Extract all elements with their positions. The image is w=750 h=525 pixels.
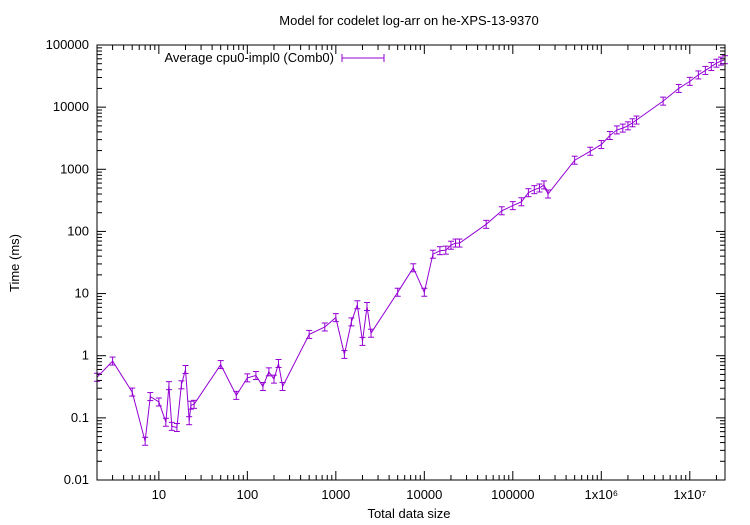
series-line — [96, 59, 726, 442]
data-point — [173, 422, 180, 432]
y-tick-label: 10 — [75, 286, 89, 301]
data-point — [613, 125, 620, 135]
data-point — [629, 118, 636, 128]
data-point — [571, 155, 578, 165]
y-tick-label: 100000 — [46, 37, 89, 52]
y-tick-label: 0.1 — [71, 410, 89, 425]
data-point — [518, 197, 525, 207]
axis-ticks: 0.01 0.1 1 10 100 1000 10000 100000 10 100 1000 100… — [46, 37, 725, 502]
x-axis-label: Total data size — [367, 506, 450, 521]
plot-frame — [96, 44, 726, 481]
x-tick-label: 10000 — [406, 487, 442, 502]
data-point — [708, 62, 715, 72]
data-point — [456, 238, 463, 248]
data-point — [525, 188, 532, 198]
data-point — [275, 358, 282, 368]
data-point — [182, 365, 189, 375]
data-point — [147, 392, 154, 402]
data-point — [109, 356, 116, 366]
data-point — [359, 336, 366, 346]
data-point — [233, 390, 240, 400]
plot-area — [94, 55, 728, 446]
data-point — [436, 246, 443, 256]
y-tick-label: 1000 — [60, 161, 89, 176]
x-tick-label: 1x10⁶ — [585, 487, 619, 502]
x-tick-label: 100 — [236, 487, 258, 502]
data-point — [483, 219, 490, 229]
data-point — [270, 374, 277, 384]
data-point — [363, 301, 370, 311]
data-point — [624, 121, 631, 131]
data-point — [348, 317, 355, 327]
data-point — [410, 263, 417, 273]
legend-label: Average cpu0-impl0 (Comb0) — [164, 50, 334, 65]
data-point — [186, 416, 193, 426]
data-point — [686, 76, 693, 86]
data-point — [429, 249, 436, 259]
data-point — [695, 70, 702, 80]
data-point — [587, 146, 594, 156]
data-point — [279, 381, 286, 391]
y-tick-label: 0.01 — [64, 472, 89, 487]
data-point — [354, 300, 361, 310]
x-tick-label: 10 — [152, 487, 166, 502]
data-point — [252, 371, 259, 381]
data-point — [129, 387, 136, 397]
data-point — [713, 58, 720, 68]
data-point — [531, 185, 538, 195]
chart-title: Model for codelet log-arr on he-XPS-13-9… — [279, 13, 538, 28]
data-point — [187, 400, 194, 410]
data-point — [306, 329, 313, 339]
data-point — [545, 189, 552, 199]
y-tick-label: 1 — [82, 348, 89, 363]
data-point — [540, 180, 547, 190]
data-point — [660, 96, 667, 106]
data-point — [368, 328, 375, 338]
data-point — [155, 397, 162, 407]
data-point — [598, 140, 605, 150]
data-point — [191, 399, 198, 409]
x-tick-label: 1000 — [321, 487, 350, 502]
y-tick-label: 10000 — [53, 99, 89, 114]
data-point — [321, 322, 328, 332]
data-point — [633, 115, 640, 125]
data-point — [341, 349, 348, 359]
data-point — [168, 421, 175, 431]
data-point — [619, 123, 626, 133]
data-point — [265, 367, 272, 377]
data-point — [142, 436, 149, 446]
legend: Average cpu0-impl0 (Comb0) — [164, 50, 385, 65]
data-point — [717, 56, 724, 66]
data-point — [244, 373, 251, 383]
x-tick-label: 100000 — [491, 487, 534, 502]
data-point — [536, 183, 543, 193]
data-point — [332, 313, 339, 323]
data-point — [498, 206, 505, 216]
data-point — [162, 417, 169, 427]
y-tick-label: 100 — [67, 223, 89, 238]
data-point — [509, 201, 516, 211]
data-point — [442, 245, 449, 255]
data-point — [675, 83, 682, 93]
data-point — [447, 240, 454, 250]
data-point — [165, 381, 172, 391]
data-point — [259, 381, 266, 391]
data-point — [394, 287, 401, 297]
data-point — [178, 380, 185, 390]
data-point — [421, 287, 428, 297]
x-tick-label: 1x10⁷ — [673, 487, 706, 502]
data-point — [702, 65, 709, 75]
data-point — [606, 130, 613, 140]
y-axis-label: Time (ms) — [7, 234, 22, 292]
data-point — [217, 360, 224, 370]
